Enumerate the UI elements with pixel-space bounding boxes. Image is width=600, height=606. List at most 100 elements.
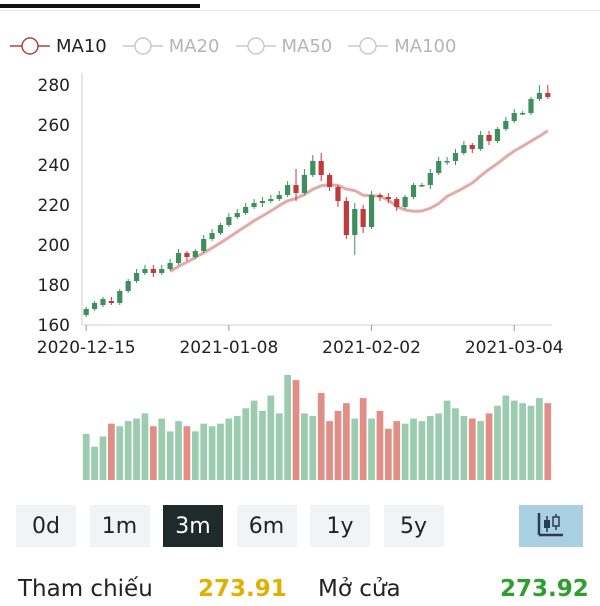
candle-body bbox=[159, 269, 165, 273]
volume-bar bbox=[326, 421, 333, 480]
period-button-6m[interactable]: 6m bbox=[236, 505, 297, 547]
legend-item-ma10[interactable]: MA10 bbox=[10, 35, 107, 57]
volume-bar bbox=[133, 418, 140, 480]
candle-body bbox=[268, 199, 274, 201]
volume-bar bbox=[426, 415, 434, 480]
candle-body bbox=[352, 209, 358, 235]
candle-body bbox=[184, 253, 190, 257]
period-button-1m[interactable]: 1m bbox=[89, 505, 150, 547]
candle-body bbox=[175, 253, 182, 263]
x-tick-label: 2020-12-15 bbox=[37, 338, 136, 358]
candle-body bbox=[226, 217, 232, 225]
legend-marker-icon bbox=[122, 37, 163, 55]
candle-body bbox=[402, 197, 408, 207]
volume-bar bbox=[233, 415, 241, 480]
volume-bar bbox=[301, 413, 308, 480]
volume-bar bbox=[452, 408, 459, 480]
candle-body bbox=[335, 187, 341, 201]
period-button-3m[interactable]: 3m bbox=[163, 505, 223, 547]
volume-bar bbox=[485, 413, 493, 480]
volume-bar bbox=[200, 423, 208, 480]
candle-body bbox=[243, 207, 249, 213]
volume-bar bbox=[468, 418, 476, 480]
candle-body bbox=[536, 93, 543, 99]
volume-bar bbox=[284, 375, 291, 480]
volume-bar bbox=[225, 418, 233, 480]
legend-item-ma20[interactable]: MA20 bbox=[122, 35, 220, 57]
candle-body bbox=[478, 135, 484, 149]
x-tick-label: 2021-02-02 bbox=[322, 338, 421, 358]
candle-body bbox=[192, 251, 198, 257]
volume-bar bbox=[116, 426, 124, 480]
volume-bar bbox=[343, 403, 350, 480]
candle-body bbox=[167, 263, 173, 269]
candle-body bbox=[377, 195, 383, 197]
candle-body bbox=[217, 225, 224, 233]
period-button-5y[interactable]: 5y bbox=[383, 505, 444, 547]
volume-bar bbox=[208, 426, 216, 480]
candle-body bbox=[360, 209, 366, 227]
candle-body bbox=[419, 185, 425, 187]
x-tick-label: 2021-01-08 bbox=[179, 338, 278, 358]
volume-bar bbox=[334, 410, 342, 480]
volume-bar bbox=[267, 395, 275, 480]
legend-label: MA100 bbox=[394, 35, 457, 57]
candle-body bbox=[209, 233, 215, 239]
top-bar bbox=[0, 0, 600, 12]
volume-bar bbox=[217, 423, 224, 480]
y-tick-label: 220 bbox=[38, 196, 70, 216]
candle-body bbox=[259, 201, 266, 203]
legend-item-ma50[interactable]: MA50 bbox=[235, 35, 332, 57]
candle-body bbox=[234, 213, 240, 217]
ma10-line bbox=[169, 129, 549, 273]
reference-price-label: Tham chiếu bbox=[18, 576, 153, 602]
chart-type-toggle-button[interactable] bbox=[519, 505, 583, 547]
active-tab-indicator bbox=[0, 4, 200, 8]
volume-bar bbox=[309, 415, 317, 480]
volume-bar bbox=[527, 405, 535, 480]
candle-body bbox=[108, 301, 114, 303]
period-button-0d[interactable]: 0d bbox=[16, 505, 76, 547]
candle-body bbox=[503, 121, 509, 129]
stock-chart[interactable]: 160 180 200 220 240 260 280 2020-12-15 2021-01-0… bbox=[0, 60, 600, 485]
volume-bar bbox=[191, 431, 199, 480]
candle-body bbox=[142, 269, 148, 273]
volume-bar bbox=[536, 398, 543, 480]
volume-bar bbox=[242, 408, 250, 480]
price-info-row: Tham chiếu 273.91 Mở cửa 273.92 bbox=[18, 576, 589, 606]
legend-label: MA10 bbox=[56, 35, 107, 57]
candle-body bbox=[545, 93, 551, 97]
volume-bar bbox=[141, 413, 149, 480]
volume-bar bbox=[166, 431, 174, 480]
volume-bar bbox=[519, 403, 526, 480]
candle-body bbox=[251, 203, 257, 207]
candle-body bbox=[83, 309, 89, 315]
volume-bar bbox=[351, 418, 359, 480]
volume-bar bbox=[510, 400, 518, 480]
y-tick-label: 180 bbox=[38, 276, 70, 296]
volume-bar bbox=[108, 423, 115, 480]
volume-bar bbox=[435, 413, 443, 480]
open-price-label: Mở cửa bbox=[318, 576, 401, 602]
y-tick-label: 160 bbox=[38, 316, 70, 336]
volume-bar bbox=[443, 400, 451, 480]
candle-body bbox=[410, 185, 417, 197]
volume-bar bbox=[359, 398, 367, 480]
candle-body bbox=[368, 195, 375, 227]
volume-bar bbox=[99, 436, 107, 480]
volume-bar bbox=[183, 426, 191, 480]
volume-bar bbox=[393, 421, 401, 480]
candle-body bbox=[461, 145, 467, 153]
volume-bar bbox=[502, 395, 510, 480]
volume-bar bbox=[401, 423, 409, 480]
legend-label: MA20 bbox=[168, 35, 220, 57]
legend-item-ma100[interactable]: MA100 bbox=[348, 35, 456, 57]
y-tick-label: 240 bbox=[38, 156, 70, 176]
reference-price-value: 273.91 bbox=[198, 576, 287, 602]
period-button-1y[interactable]: 1y bbox=[310, 505, 370, 547]
volume-bar bbox=[175, 421, 182, 480]
period-selector: 0d 1m 3m 6m 1y 5y bbox=[16, 505, 457, 547]
candle-body bbox=[494, 129, 501, 141]
candle-body bbox=[117, 291, 123, 303]
indicator-legend: MA10 MA20 MA50 MA100 bbox=[10, 33, 472, 59]
